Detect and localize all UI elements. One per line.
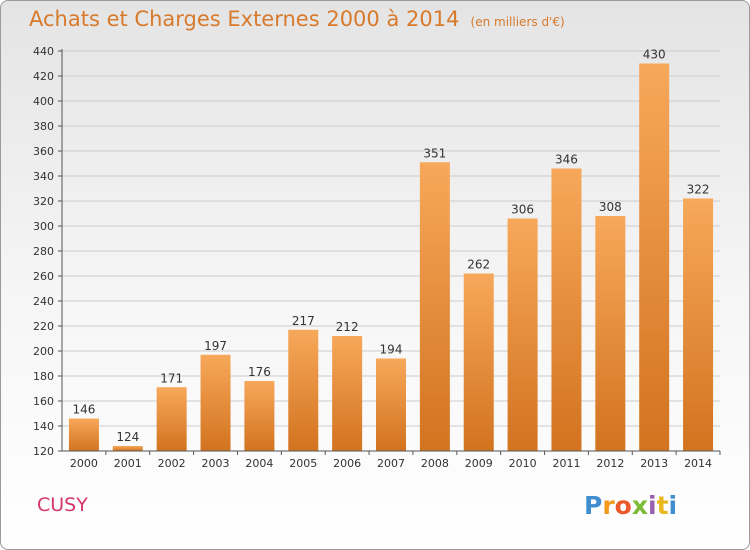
y-tick-label: 300 (33, 220, 54, 233)
proxiti-logo: Proxiti (584, 491, 677, 520)
x-tick-label: 2001 (114, 457, 142, 470)
bar-2002 (156, 387, 187, 451)
data-label-2009: 262 (467, 258, 490, 272)
y-tick-label: 160 (33, 395, 54, 408)
x-tick-label: 2006 (333, 457, 361, 470)
x-tick-label: 2000 (70, 457, 98, 470)
x-tick-label: 2014 (684, 457, 712, 470)
x-tick-label: 2004 (245, 457, 273, 470)
data-label-2013: 430 (643, 48, 666, 62)
data-label-2006: 212 (336, 320, 359, 334)
bar-2000 (68, 418, 99, 451)
logo-letter: r (602, 491, 615, 520)
y-tick-label: 200 (33, 345, 54, 358)
logo-letter: t (656, 491, 669, 520)
bar-2004 (244, 381, 275, 451)
data-label-2012: 308 (599, 200, 622, 214)
logo-letter: x (631, 491, 648, 520)
y-tick-label: 240 (33, 295, 54, 308)
data-label-2008: 351 (423, 146, 446, 160)
data-label-2001: 124 (116, 430, 139, 444)
x-tick-label: 2002 (158, 457, 186, 470)
logo-letter: i (668, 491, 678, 520)
y-tick-label: 120 (33, 445, 54, 458)
bar-2007 (376, 358, 406, 451)
y-tick-label: 340 (33, 170, 54, 183)
data-label-2002: 171 (160, 371, 183, 385)
data-label-2007: 194 (380, 343, 403, 357)
y-tick-label: 260 (33, 270, 54, 283)
bars (68, 63, 714, 451)
bar-2008 (419, 162, 450, 451)
x-tick-label: 2003 (202, 457, 230, 470)
bar-2013 (639, 63, 670, 451)
x-tick-label: 2013 (640, 457, 668, 470)
x-tick-label: 2009 (465, 457, 493, 470)
y-tick-label: 440 (33, 45, 54, 58)
y-tick-label: 320 (33, 195, 54, 208)
data-label-2014: 322 (687, 183, 710, 197)
bar-2010 (507, 218, 538, 451)
y-tick-label: 360 (33, 145, 54, 158)
y-tick-label: 420 (33, 70, 54, 83)
data-label-2003: 197 (204, 339, 227, 353)
data-label-2000: 146 (72, 403, 95, 417)
y-tick-label: 180 (33, 370, 54, 383)
y-tick-label: 400 (33, 95, 54, 108)
x-tick-label: 2011 (552, 457, 580, 470)
bar-2009 (463, 273, 494, 451)
bar-2003 (200, 354, 231, 451)
chart-subtitle: (en milliers d'€) (470, 15, 565, 29)
data-label-2005: 217 (292, 314, 315, 328)
y-tick-label: 140 (33, 420, 54, 433)
data-labels: 146 124 171 197 176 217 212 194 351 262 306 346 308 4… (72, 48, 709, 445)
bar-2005 (288, 329, 319, 451)
data-label-2010: 306 (511, 203, 534, 217)
x-tick-label: 2012 (596, 457, 624, 470)
bar-2011 (551, 168, 582, 451)
x-axis: 2000 2001 2002 2003 2004 2005 2006 2007 2008 2009… (62, 450, 721, 470)
logo-letter: i (648, 491, 657, 520)
bar-2001 (112, 446, 143, 451)
y-tick-label: 280 (33, 245, 54, 258)
y-tick-label: 380 (33, 120, 54, 133)
x-tick-label: 2010 (509, 457, 537, 470)
y-axis: 120 140 160 180 200 220 240 260 280 300 320 340 360 3… (33, 45, 63, 458)
data-label-2004: 176 (248, 365, 271, 379)
logo-letter: o (614, 491, 632, 520)
x-tick-label: 2005 (289, 457, 317, 470)
data-label-2011: 346 (555, 153, 578, 167)
y-tick-label: 220 (33, 320, 54, 333)
x-tick-label: 2007 (377, 457, 405, 470)
bar-2012 (595, 216, 626, 451)
city-name: CUSY (37, 494, 88, 516)
x-tick-label: 2008 (421, 457, 449, 470)
bar-2014 (683, 198, 714, 451)
chart-title-block: Achats et Charges Externes 2000 à 2014 (… (29, 7, 565, 31)
chart-title: Achats et Charges Externes 2000 à 2014 (29, 7, 460, 31)
bar-2006 (332, 336, 363, 451)
logo-letter: P (584, 491, 603, 520)
